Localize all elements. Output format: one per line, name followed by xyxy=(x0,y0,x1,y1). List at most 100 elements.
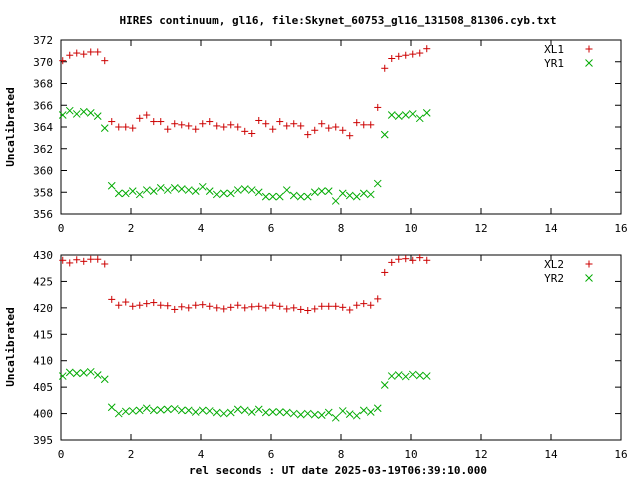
data-point xyxy=(269,125,277,133)
data-point xyxy=(268,408,277,416)
data-point xyxy=(72,110,81,118)
data-point xyxy=(128,407,137,415)
data-point xyxy=(262,304,270,312)
x-tick-label: 16 xyxy=(614,448,627,461)
y-tick-label: 366 xyxy=(33,99,53,112)
data-point xyxy=(66,51,74,59)
y-tick-label: 395 xyxy=(33,434,53,447)
data-point xyxy=(198,182,207,191)
data-point xyxy=(374,295,382,303)
data-point xyxy=(359,406,368,415)
data-point xyxy=(114,189,123,198)
x-tick-label: 2 xyxy=(128,222,135,235)
y-axis-label: Uncalibrated xyxy=(4,87,17,166)
data-point xyxy=(192,125,200,133)
data-point xyxy=(332,302,340,310)
data-point xyxy=(233,186,242,194)
data-point xyxy=(135,190,144,199)
data-point xyxy=(171,120,179,128)
data-point xyxy=(86,109,95,117)
data-point xyxy=(93,112,102,120)
data-point xyxy=(184,406,193,415)
series-xl1 xyxy=(59,45,431,140)
data-point xyxy=(163,186,172,194)
chart-title: HIRES continuum, gl16, file:Skynet_60753… xyxy=(119,14,556,27)
y-tick-label: 425 xyxy=(33,275,53,288)
data-point xyxy=(262,120,270,128)
data-point xyxy=(345,191,354,200)
data-point xyxy=(373,404,382,413)
series-yr1 xyxy=(58,106,431,205)
data-point xyxy=(164,302,172,310)
data-point xyxy=(416,254,424,262)
data-point xyxy=(80,50,88,58)
data-point xyxy=(87,48,95,56)
data-point xyxy=(101,57,109,65)
data-point xyxy=(303,409,312,418)
data-point xyxy=(163,405,172,414)
legend-marker xyxy=(585,59,593,67)
data-point xyxy=(86,367,95,376)
x-axis-label: rel seconds : UT date 2025-03-19T06:39:1… xyxy=(189,464,487,477)
x-tick-label: 0 xyxy=(58,222,65,235)
data-point xyxy=(241,304,249,312)
data-point xyxy=(275,408,284,416)
data-point xyxy=(401,111,410,119)
x-tick-label: 8 xyxy=(338,448,345,461)
data-point xyxy=(360,300,368,308)
data-point xyxy=(261,408,270,417)
data-point xyxy=(108,295,116,303)
legend-marker xyxy=(585,260,593,268)
data-point xyxy=(142,404,151,413)
data-point xyxy=(100,375,109,384)
data-point xyxy=(178,121,186,129)
data-point xyxy=(402,51,410,59)
data-point xyxy=(254,405,263,414)
data-point xyxy=(212,190,221,199)
data-point xyxy=(423,256,431,264)
data-point xyxy=(156,406,165,414)
data-point xyxy=(227,303,235,311)
x-tick-label: 14 xyxy=(544,222,558,235)
data-point xyxy=(289,191,298,200)
data-point xyxy=(415,371,424,380)
data-point xyxy=(297,305,305,313)
data-point xyxy=(366,190,375,199)
data-point xyxy=(94,255,102,263)
data-point xyxy=(121,189,130,198)
data-point xyxy=(220,123,228,131)
data-point xyxy=(80,257,88,265)
data-point xyxy=(58,372,67,380)
data-point xyxy=(276,302,284,310)
data-point xyxy=(374,103,382,111)
data-point xyxy=(317,411,326,420)
data-point xyxy=(59,57,67,65)
data-point xyxy=(93,371,102,379)
y-tick-label: 362 xyxy=(33,143,53,156)
data-point xyxy=(289,409,298,418)
data-point xyxy=(394,371,403,379)
data-point xyxy=(408,110,417,118)
data-point xyxy=(367,121,375,129)
data-point xyxy=(219,189,228,198)
legend-marker xyxy=(585,45,593,53)
data-point xyxy=(269,301,277,309)
data-point xyxy=(150,299,158,307)
data-point xyxy=(73,49,81,57)
data-point xyxy=(324,187,333,196)
data-point xyxy=(366,408,375,416)
data-point xyxy=(234,123,242,131)
x-tick-label: 14 xyxy=(544,448,558,461)
legend-label: XL1 xyxy=(544,43,564,56)
data-point xyxy=(339,303,347,311)
data-point xyxy=(198,406,207,415)
x-tick-label: 4 xyxy=(198,222,205,235)
data-point xyxy=(213,122,221,130)
data-point xyxy=(339,126,347,134)
top-panel: 0 2 4 6 8 10 12 14 16 356 358 360 362 364 366 368 370 372… xyxy=(4,34,628,235)
data-point xyxy=(395,255,403,263)
data-point xyxy=(177,185,186,193)
data-point xyxy=(318,302,326,310)
data-point xyxy=(65,106,74,115)
